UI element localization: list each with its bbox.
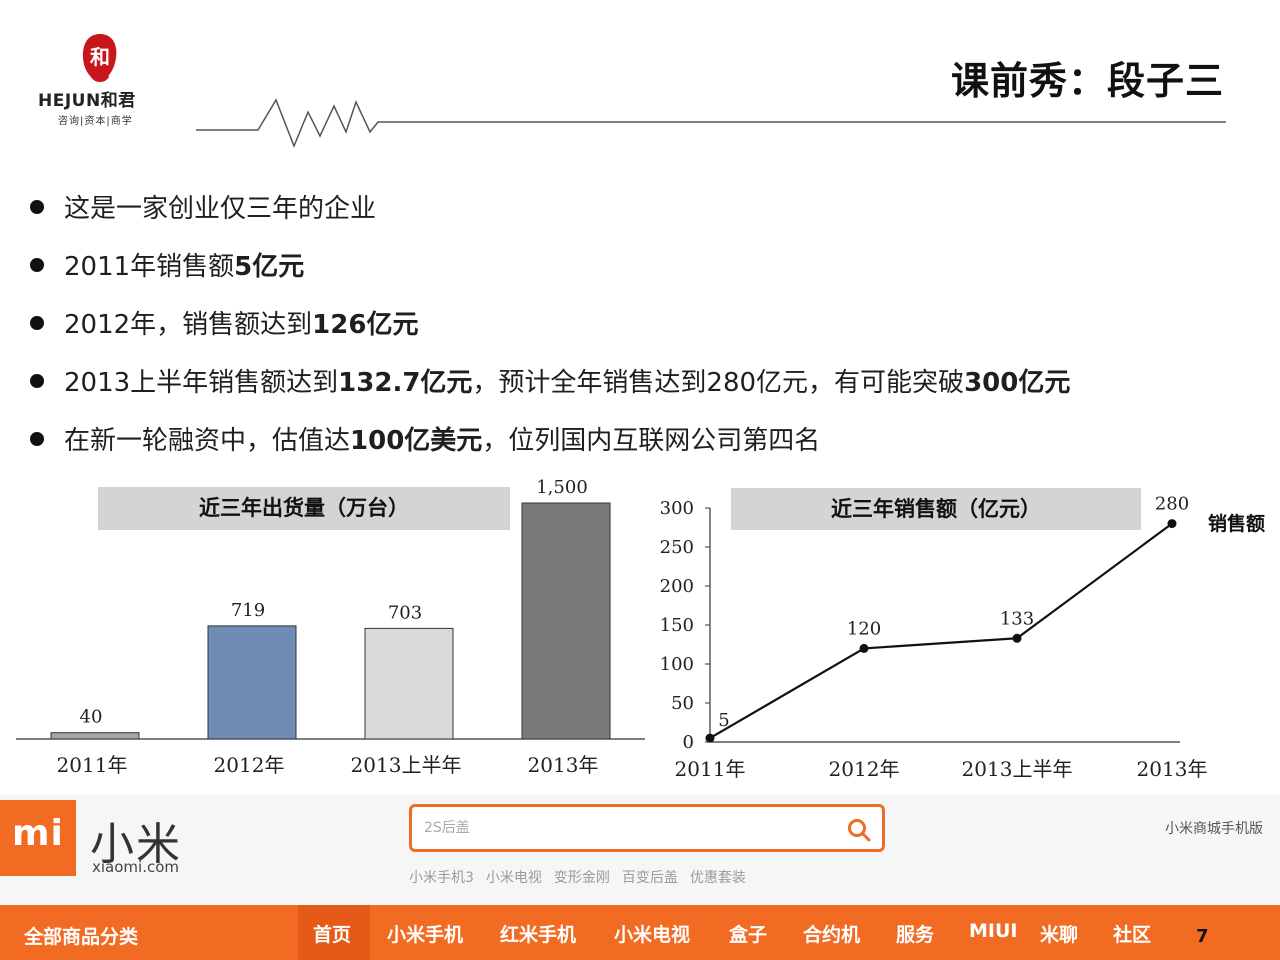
search-box — [409, 804, 885, 852]
data-point — [1012, 633, 1022, 643]
bullet-text: 在新一轮融资中，估值达 — [64, 426, 351, 456]
x-tick-label: 2013年 — [1137, 757, 1208, 781]
nav-item[interactable]: 首页 — [313, 924, 352, 946]
bullet-text: ，预计全年销售达到280亿元，有可能突破 — [472, 368, 965, 398]
y-tick-label: 300 — [660, 498, 694, 519]
search-icon[interactable] — [846, 817, 872, 843]
hot-word-link[interactable]: 优惠套装 — [689, 870, 746, 886]
x-tick-label: 2013年 — [528, 753, 599, 777]
sales-line — [709, 522, 1173, 740]
bullet-highlight: 100亿美元 — [350, 426, 483, 456]
bullet-item: 这是一家创业仅三年的企业 — [30, 188, 376, 225]
bullet-text: 2011年销售额 — [64, 252, 235, 282]
data-point — [1167, 519, 1177, 529]
nav-item[interactable]: 合约机 — [803, 924, 861, 946]
point-value-label: 280 — [1155, 494, 1189, 515]
point-value-label: 5 — [718, 710, 729, 731]
nav-item[interactable]: 社区 — [1113, 924, 1152, 946]
bar — [521, 502, 611, 740]
data-point — [705, 733, 715, 743]
y-tick-label: 100 — [660, 654, 694, 675]
page-number: 7 — [1196, 926, 1209, 947]
bullet-highlight: 132.7亿元 — [338, 368, 473, 398]
hejun-seal-logo: 和 — [82, 34, 117, 82]
hot-word-link[interactable]: 小米电视 — [485, 870, 542, 886]
y-tick-label: 0 — [683, 732, 694, 753]
bullet-text: ，位列国内互联网公司第四名 — [482, 426, 821, 456]
point-value-label: 133 — [1000, 608, 1034, 629]
line-chart-title: 近三年销售额（亿元） — [731, 488, 1141, 530]
x-tick-label: 2011年 — [57, 753, 128, 777]
x-tick-label: 2012年 — [829, 757, 900, 781]
sales-line-chart: 0 50 100 150 200 250 300 5 2011年 120 2012年 133 2013上… — [660, 494, 1265, 781]
slide-title: 课前秀：段子三 — [950, 59, 1224, 103]
xiaomi-domain: xiaomi.com — [92, 858, 179, 876]
xiaomi-brand-name: 小米 — [90, 819, 182, 870]
search-input[interactable] — [422, 819, 826, 837]
mobile-store-link[interactable]: 小米商城手机版 — [1165, 821, 1263, 837]
brand-tagline: 咨询|资本|商学 — [58, 116, 133, 127]
bar-chart-title: 近三年出货量（万台） — [98, 487, 510, 530]
bullet-highlight: 5亿元 — [234, 252, 305, 282]
mi-logo-text: mi — [12, 813, 64, 854]
y-tick-label: 200 — [660, 576, 694, 597]
bar — [364, 627, 454, 740]
nav-item[interactable]: 小米手机 — [387, 924, 464, 946]
hot-word-link[interactable]: 变形金刚 — [553, 870, 610, 886]
x-tick-label: 2013上半年 — [351, 753, 462, 777]
bullet-text: 2013上半年销售额达到 — [64, 368, 339, 398]
bullet-highlight: 300亿元 — [964, 368, 1071, 398]
bar-value-label: 1,500 — [536, 477, 588, 498]
brand-name: HEJUN和君 — [38, 91, 136, 111]
legend-series-name: 销售额 — [1208, 512, 1265, 535]
nav-item[interactable]: 盒子 — [729, 924, 768, 946]
bullet-item: 2013上半年销售额达到132.7亿元，预计全年销售达到280亿元，有可能突破3… — [30, 362, 1070, 399]
search-hot-words: 小米手机3 小米电视 变形金刚 百变后盖 优惠套装 — [409, 867, 758, 887]
bar — [50, 732, 140, 740]
nav-item[interactable]: 红米手机 — [500, 924, 577, 946]
bullet-highlight: 126亿元 — [312, 310, 419, 340]
mi-logo[interactable] — [0, 800, 76, 876]
nav-item[interactable]: 小米电视 — [614, 924, 691, 946]
bullet-item: 2011年销售额5亿元 — [30, 246, 304, 283]
bullet-item: 2012年，销售额达到126亿元 — [30, 304, 418, 341]
nav-item[interactable]: 服务 — [896, 924, 935, 946]
nav-all-categories[interactable]: 全部商品分类 — [24, 926, 139, 948]
y-tick-label: 250 — [660, 537, 694, 558]
bar-value-label: 703 — [388, 602, 422, 623]
nav-item[interactable]: 米聊 — [1040, 924, 1079, 946]
bullet-text: 2012年，销售额达到 — [64, 310, 313, 340]
xiaomi-nav-bar — [0, 905, 1280, 960]
bar-value-label: 40 — [80, 707, 103, 728]
seal-char: 和 — [90, 45, 110, 69]
bullet-item: 在新一轮融资中，估值达100亿美元，位列国内互联网公司第四名 — [30, 420, 820, 457]
x-tick-label: 2013上半年 — [962, 757, 1073, 781]
bullet-text: 这是一家创业仅三年的企业 — [64, 194, 377, 224]
nav-item[interactable]: MIUI — [969, 920, 1018, 942]
y-tick-label: 150 — [660, 615, 694, 636]
data-point — [859, 643, 869, 653]
heartbeat-divider — [196, 98, 1226, 149]
hot-word-link[interactable]: 小米手机3 — [409, 870, 474, 886]
bar — [207, 625, 297, 740]
hot-word-link[interactable]: 百变后盖 — [621, 870, 678, 886]
shipment-bar-chart: 40 2011年 719 2012年 703 2013上半年 1,500 2013年 — [16, 477, 645, 777]
bar-value-label: 719 — [231, 600, 265, 621]
nav-home-highlight — [298, 905, 370, 960]
point-value-label: 120 — [847, 618, 881, 639]
x-tick-label: 2011年 — [675, 757, 746, 781]
x-tick-label: 2012年 — [214, 753, 285, 777]
y-tick-label: 50 — [671, 693, 694, 714]
